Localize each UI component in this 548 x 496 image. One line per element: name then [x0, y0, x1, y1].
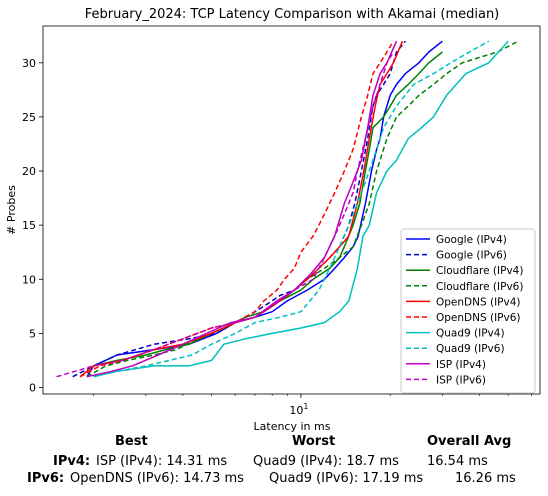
- ipv4-avg: 16.54 ms: [427, 454, 488, 469]
- legend-label-9: ISP (IPv6): [436, 374, 486, 386]
- worst-header: Worst: [292, 434, 336, 449]
- y-axis-ticks: 0 5 10 15 20 25 30: [22, 57, 43, 395]
- legend-label-6: Quad9 (IPv4): [436, 328, 505, 340]
- y-tick-label-4: 20: [22, 165, 36, 178]
- ipv6-best: OpenDNS (IPv6): 14.73 ms: [70, 471, 244, 486]
- legend-label-3: Cloudflare (IPv6): [436, 281, 523, 293]
- ipv6-avg: 16.26 ms: [455, 471, 516, 486]
- series-line-0: [86, 40, 443, 378]
- y-axis-label: # Probes: [5, 185, 18, 235]
- legend-label-2: Cloudflare (IPv4): [436, 265, 523, 277]
- best-header: Best: [115, 434, 148, 449]
- y-tick-label-5: 25: [22, 111, 36, 124]
- ipv6-worst: Quad9 (IPv6): 17.19 ms: [269, 471, 424, 486]
- summary-table: Best Worst Overall Avg IPv4: ISP (IPv4):…: [0, 432, 548, 496]
- y-tick-label-1: 5: [29, 327, 36, 340]
- legend-label-0: Google (IPv4): [436, 234, 507, 246]
- y-tick-label-3: 15: [22, 219, 36, 232]
- avg-header: Overall Avg: [427, 434, 512, 449]
- x-tick-label-0: 101: [289, 402, 308, 417]
- legend-label-5: OpenDNS (IPv6): [436, 312, 521, 324]
- series-line-5: [79, 40, 395, 378]
- ipv6-row-label: IPv6:: [27, 471, 65, 486]
- series-line-9: [56, 51, 395, 378]
- series-line-3: [86, 40, 519, 378]
- legend-label-7: Quad9 (IPv6): [436, 343, 505, 355]
- ipv4-row-label: IPv4:: [53, 454, 91, 469]
- x-axis-label: Latency in ms: [254, 420, 331, 432]
- y-tick-label-6: 30: [22, 57, 36, 70]
- plot-frame: [42, 25, 541, 395]
- chart-title: February_2024: TCP Latency Comparison wi…: [85, 7, 500, 22]
- ipv4-best: ISP (IPv4): 14.31 ms: [96, 454, 228, 469]
- legend-label-4: OpenDNS (IPv4): [436, 296, 521, 308]
- y-tick-label-0: 0: [29, 382, 36, 395]
- y-tick-label-2: 10: [22, 273, 36, 286]
- latency-chart: February_2024: TCP Latency Comparison wi…: [5, 7, 541, 432]
- series-lines: [56, 40, 519, 378]
- ipv4-worst: Quad9 (IPv4): 18.7 ms: [253, 454, 399, 469]
- legend-box: [400, 228, 536, 394]
- series-line-7: [93, 40, 490, 378]
- legend: Google (IPv4) Google (IPv6) Cloudflare (IP…: [400, 228, 536, 394]
- series-line-6: [93, 40, 509, 378]
- x-axis-ticks: 101: [93, 394, 532, 417]
- legend-label-1: Google (IPv6): [436, 250, 507, 262]
- series-line-4: [79, 40, 404, 378]
- legend-label-8: ISP (IPv4): [436, 359, 486, 371]
- series-line-8: [86, 40, 398, 378]
